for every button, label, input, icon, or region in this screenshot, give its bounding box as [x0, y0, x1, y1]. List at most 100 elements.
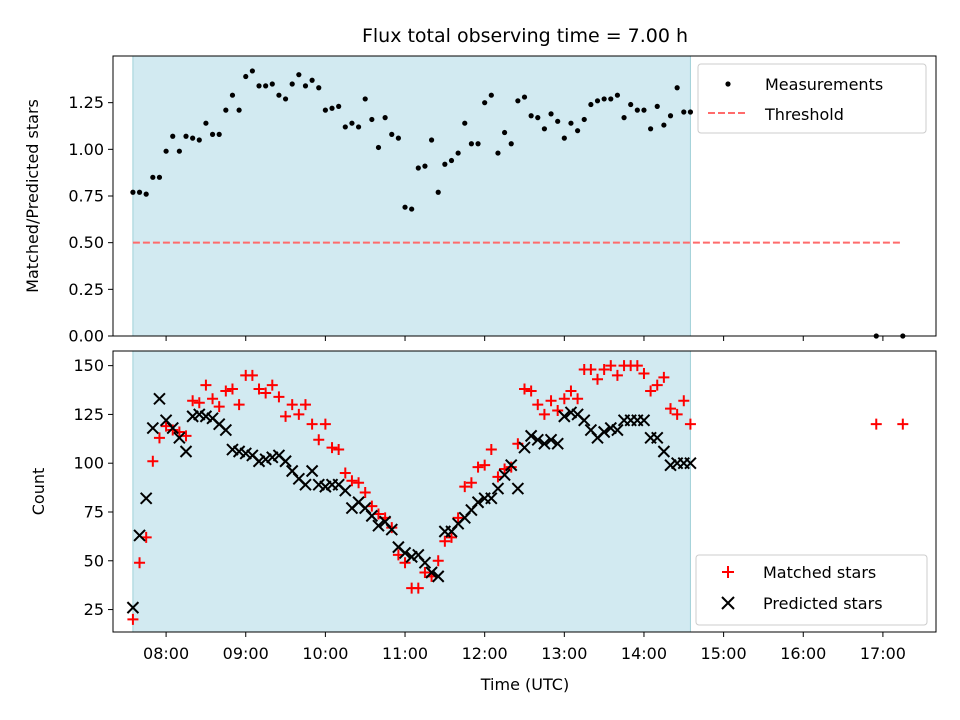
bottom-xtick-label: 13:00: [541, 644, 587, 663]
predicted-star-point: [219, 423, 233, 437]
measurement-point: [561, 135, 567, 141]
top-ytick-label: 1.00: [68, 140, 104, 159]
measurement-point: [249, 68, 255, 74]
legend-predicted-label: Predicted stars: [763, 594, 883, 613]
matched-star-point: [246, 369, 258, 381]
matched-star-point: [552, 405, 564, 417]
matched-star-point: [525, 385, 537, 397]
predicted-star-point: [531, 433, 544, 446]
measurement-point: [681, 109, 687, 115]
measurement-point: [269, 81, 275, 87]
measurement-point: [674, 85, 680, 91]
legend-measurements-label: Measurements: [765, 75, 883, 94]
matched-star-point: [671, 408, 683, 420]
matched-star-point: [280, 410, 292, 422]
matched-star-point: [412, 582, 424, 594]
measurement-point: [369, 116, 375, 123]
measurement-point: [515, 98, 521, 104]
measurement-point: [229, 92, 236, 98]
measurement-point: [243, 73, 249, 80]
bottom-xtick-label: 16:00: [780, 644, 826, 663]
measurement-point: [395, 135, 401, 141]
measurement-point: [342, 124, 348, 130]
predicted-star-point: [305, 464, 319, 478]
predicted-star-point: [637, 414, 651, 427]
measurement-point: [382, 115, 388, 121]
matched-star-point: [253, 383, 265, 395]
matched-star-point: [532, 399, 544, 411]
matched-star-point: [678, 395, 690, 407]
measurement-point: [468, 141, 475, 147]
legend-predicted-marker: [721, 596, 735, 610]
matched-star-point: [631, 360, 643, 372]
matched-star-point: [306, 418, 318, 430]
measurement-point: [448, 157, 455, 164]
measurement-point: [687, 109, 694, 115]
predicted-star-point: [179, 445, 193, 458]
bottom-xtick-label: 14:00: [621, 644, 667, 663]
predicted-star-point: [524, 429, 538, 443]
measurement-point: [442, 161, 448, 167]
matched-star-point: [432, 555, 444, 567]
bottom-ytick-label: 25: [84, 600, 104, 619]
measurement-point: [455, 150, 461, 156]
bottom-y-axis-label: Count: [29, 468, 48, 516]
bottom-xtick-label: 17:00: [860, 644, 906, 663]
matched-star-point: [897, 418, 909, 430]
matched-star-point: [479, 459, 491, 471]
measurement-point: [482, 100, 488, 106]
measurement-point: [409, 206, 415, 212]
measurement-point: [641, 107, 647, 113]
top-ytick-label: 0.00: [68, 327, 104, 346]
matched-star-point: [207, 393, 219, 405]
matched-star-point: [127, 613, 139, 625]
top-ytick-label: 0.25: [68, 280, 104, 299]
measurement-point: [462, 120, 468, 126]
predicted-star-point: [425, 566, 438, 579]
predicted-star-point: [133, 529, 146, 542]
measurement-point: [375, 144, 382, 151]
measurement-point: [296, 72, 302, 78]
measurement-point: [621, 115, 627, 121]
matched-star-point: [638, 367, 650, 379]
matched-star-point: [439, 535, 451, 547]
top-legend: Measurements Threshold: [697, 63, 927, 134]
matched-star-point: [485, 444, 497, 456]
top-ytick-label: 0.50: [68, 233, 104, 252]
matched-star-point: [419, 566, 431, 578]
observing-window-shade-top: [132, 55, 691, 337]
measurement-point: [236, 107, 242, 113]
measurement-point: [628, 101, 634, 108]
predicted-star-point: [485, 492, 498, 505]
measurement-point: [488, 92, 494, 98]
predicted-star-point: [418, 556, 432, 569]
matched-star-point: [399, 557, 411, 569]
matched-star-point: [452, 512, 464, 524]
matched-star-point: [153, 432, 165, 444]
measurement-point: [362, 96, 368, 102]
measurement-point: [667, 113, 674, 119]
measurement-point: [475, 141, 481, 147]
measurement-point: [422, 163, 428, 169]
measurement-point: [654, 103, 660, 109]
top-ytick-label: 0.75: [68, 187, 104, 206]
measurement-point: [594, 98, 601, 104]
matched-star-point: [293, 408, 305, 420]
legend-matched-label: Matched stars: [763, 563, 876, 582]
legend-threshold-label: Threshold: [764, 105, 844, 124]
predicted-star-point: [339, 484, 352, 497]
matched-star-point: [319, 418, 331, 430]
measurement-point: [336, 103, 342, 109]
predicted-star-point: [538, 437, 551, 450]
matched-star-point: [326, 442, 338, 454]
top-x-axis-ticks: [165, 336, 884, 341]
predicted-star-point: [126, 601, 140, 614]
measurement-point: [156, 174, 163, 180]
measurement-point: [349, 120, 355, 126]
predicted-star-point: [385, 523, 398, 536]
bottom-ytick-label: 75: [84, 502, 104, 521]
measurement-point: [150, 174, 156, 180]
measurement-point: [329, 105, 335, 111]
measurement-point: [541, 126, 548, 132]
measurement-point: [196, 137, 202, 143]
